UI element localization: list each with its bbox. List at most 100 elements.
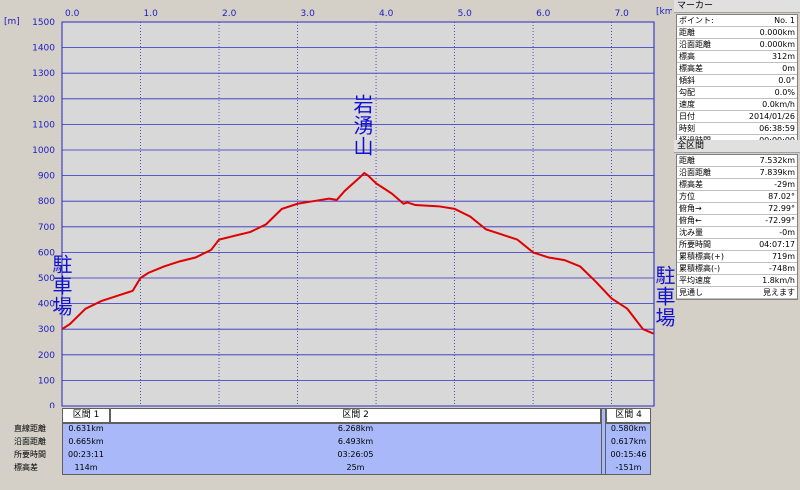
panel-key: 累積標高(-)	[679, 264, 721, 273]
panel-value: -29m	[774, 180, 795, 189]
table-bg	[62, 423, 651, 475]
panel-key: 沿面距離	[679, 168, 711, 177]
x-tick-label: 0.0	[65, 9, 80, 19]
y-tick-label: 400	[38, 300, 55, 310]
panel-key: 距離	[679, 156, 695, 165]
y-tick-label: 1200	[32, 95, 55, 105]
panel-key: 方位	[679, 192, 695, 201]
profile-line	[61, 171, 654, 335]
panel-row: 所要時間 04:07:17	[677, 239, 797, 251]
x-axis-label: [km]	[656, 7, 672, 17]
panel-row: 沿面距離 0.000km	[677, 39, 797, 51]
annotation: 駐車場	[652, 265, 676, 328]
panel-row: 標高差 -29m	[677, 179, 797, 191]
x-tick-label: 1.0	[144, 9, 159, 19]
section-value: 03:26:05	[337, 450, 374, 459]
panel-key: 沈み量	[679, 228, 703, 237]
section-value: 25m	[346, 463, 365, 472]
panel-key: 速度	[679, 100, 695, 109]
section-value: 6.268km	[337, 424, 374, 433]
panel-row: 日付 2014/01/26	[677, 111, 797, 123]
marker-panel: ポイント: No. 1 距離 0.000km 沿面距離 0.000km 標高 312m 標高差 0…	[676, 14, 798, 148]
section-value: 0.665km	[68, 437, 104, 446]
panel-key: 累積標高(+)	[679, 252, 724, 261]
panel-row: 速度 0.0km/h	[677, 99, 797, 111]
panel-row: 俯角← -72.99°	[677, 215, 797, 227]
y-tick-label: 800	[38, 197, 55, 207]
y-tick-label: 1300	[32, 69, 55, 79]
panel-title: 全区間	[674, 140, 800, 153]
panel-row: 勾配 0.0%	[677, 87, 797, 99]
y-tick-label: 900	[38, 172, 55, 182]
panel-value: 2014/01/26	[748, 112, 795, 121]
section-value: 0.631km	[68, 424, 104, 433]
panel-key: 見通し	[679, 288, 703, 297]
x-tick-label: 4.0	[379, 9, 394, 19]
panel-row: 標高差 0m	[677, 63, 797, 75]
x-tick-label: 6.0	[536, 9, 551, 19]
section-value: -151m	[615, 463, 642, 472]
panel-value: 見えます	[763, 288, 795, 297]
panel-row: 俯角→ 72.99°	[677, 203, 797, 215]
panel-value: 72.99°	[768, 204, 795, 213]
panel-row: 累積標高(+) 719m	[677, 251, 797, 263]
panel-key: 勾配	[679, 88, 695, 97]
x-tick-label: 2.0	[222, 9, 237, 19]
panel-value: 1.8km/h	[762, 276, 795, 285]
row-label: 直線距離	[14, 424, 46, 433]
panel-value: -0m	[779, 228, 795, 237]
panel-value: 719m	[771, 252, 795, 261]
panel-key: 距離	[679, 28, 695, 37]
table-bg	[601, 408, 606, 475]
panel-key: 所要時間	[679, 240, 711, 249]
plot-area	[61, 21, 655, 407]
annotation: 駐車場	[49, 254, 73, 317]
section-header: 区間 4	[606, 408, 651, 423]
x-tick-label: 7.0	[615, 9, 630, 19]
section-header: 区間 1	[62, 408, 110, 423]
elevation-chart: [m] [km] 0 100 200 300 400 500 600 700 800 900 100…	[4, 7, 672, 408]
section-value: 00:15:46	[610, 450, 647, 459]
panel-value: 0.0°	[778, 76, 795, 85]
y-axis-label: [m]	[4, 17, 20, 27]
y-tick-label: 1000	[32, 146, 55, 156]
panel-key: 平均速度	[679, 276, 711, 285]
panel-value: 7.532km	[759, 156, 795, 165]
panel-key: 沿面距離	[679, 40, 711, 49]
section-value: 00:23:11	[68, 450, 104, 459]
panel-key: ポイント:	[679, 16, 714, 25]
panel-title: マーカー	[674, 0, 800, 13]
panel-value: 0m	[782, 64, 795, 73]
panel-row: 時刻 06:38:59	[677, 123, 797, 135]
row-label: 標高差	[14, 463, 38, 472]
panel-key: 傾斜	[679, 76, 695, 85]
section-value: 6.493km	[337, 437, 374, 446]
panel-row: 距離 7.532km	[677, 155, 797, 167]
panel-row: 沈み量 -0m	[677, 227, 797, 239]
annotation: 岩湧山	[350, 94, 374, 157]
panel-key: 日付	[679, 112, 695, 121]
panel-value: 04:07:17	[759, 240, 795, 249]
y-tick-label: 600	[38, 248, 55, 258]
panel-value: 0.000km	[759, 28, 795, 37]
panel-value: 312m	[771, 52, 795, 61]
total-panel: 距離 7.532km 沿面距離 7.839km 標高差 -29m 方位 87.02° 俯角→ 72…	[676, 154, 798, 300]
panel-value: 06:38:59	[759, 124, 795, 133]
y-tick-label: 700	[38, 223, 55, 233]
y-tick-label: 300	[38, 325, 55, 335]
section-value: 0.580km	[610, 424, 647, 433]
y-tick-label: 200	[38, 351, 55, 361]
panel-row: 沿面距離 7.839km	[677, 167, 797, 179]
panel-row: 標高 312m	[677, 51, 797, 63]
panel-value: 0.0km/h	[762, 100, 795, 109]
x-tick-label: 3.0	[301, 9, 316, 19]
panel-value: 0.0%	[774, 88, 795, 97]
section-header: 区間 2	[110, 408, 601, 423]
panel-key: 標高差	[679, 64, 703, 73]
panel-value: -748m	[769, 264, 795, 273]
panel-value: No. 1	[774, 16, 795, 25]
panel-key: 時刻	[679, 124, 695, 133]
panel-row: 距離 0.000km	[677, 27, 797, 39]
panel-value: 0.000km	[759, 40, 795, 49]
